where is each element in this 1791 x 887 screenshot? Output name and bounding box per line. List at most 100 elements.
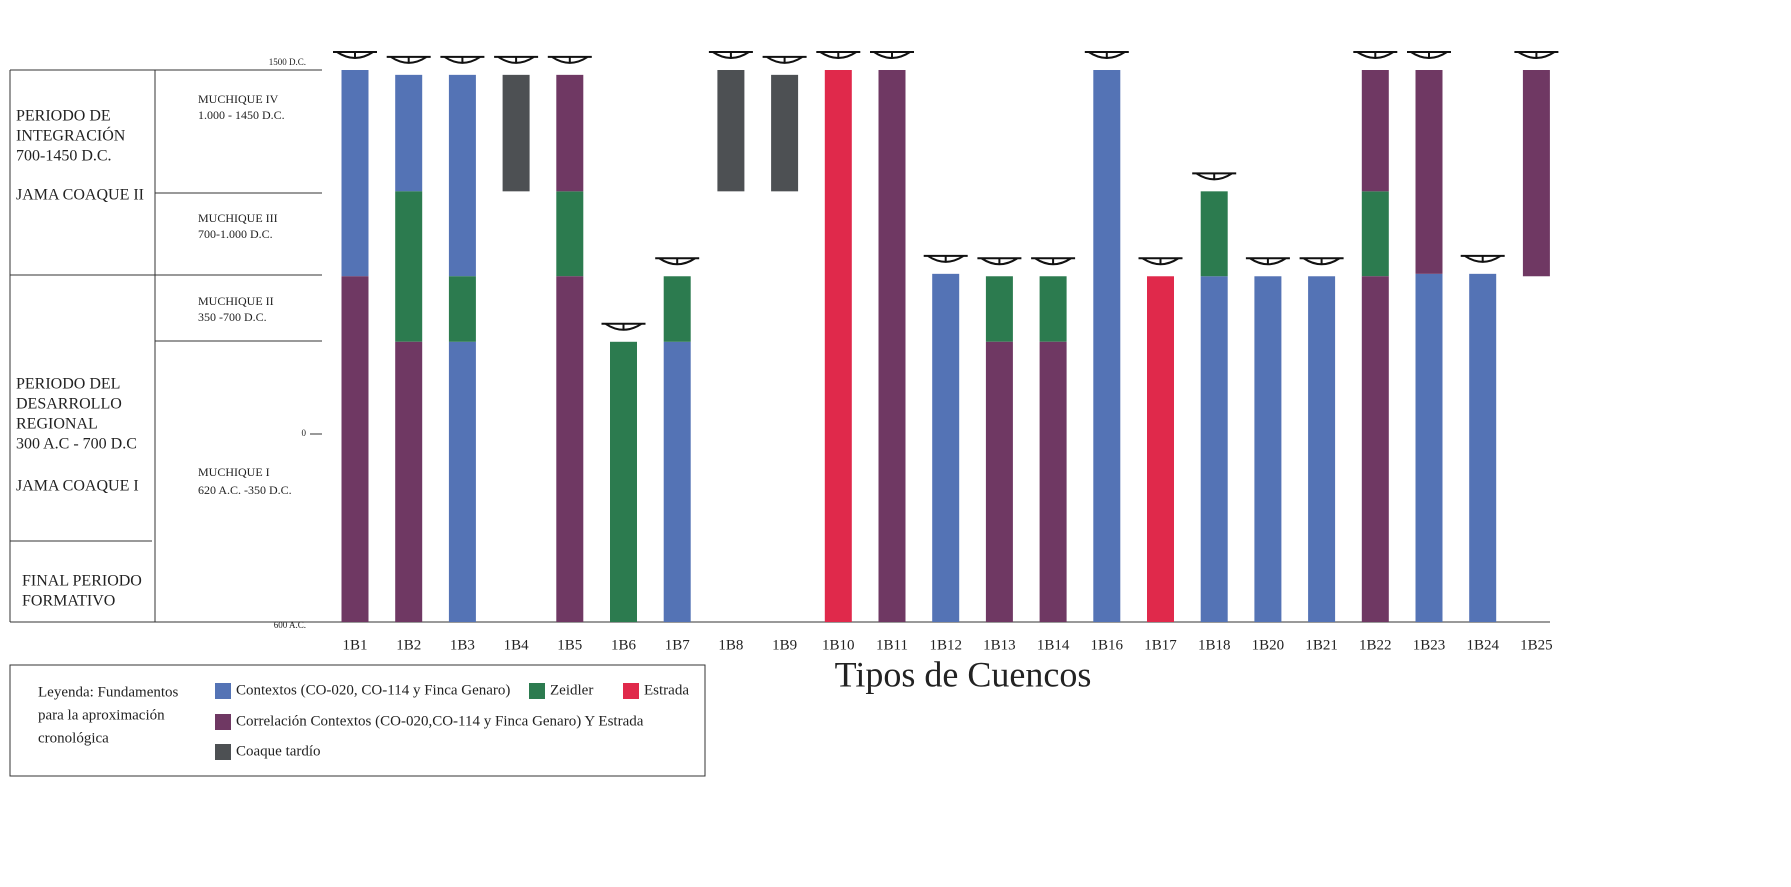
bowl-drawing — [1353, 51, 1398, 59]
bowl-drawing — [601, 322, 646, 331]
x-tick-label: 1B11 — [876, 637, 908, 653]
y-tick-label: 1500 D.C. — [269, 57, 306, 67]
bar-segment — [1415, 70, 1443, 274]
y-tick-label: 600 A.C. — [274, 620, 306, 630]
bowl-drawing — [708, 51, 753, 59]
bowl-drawing — [1031, 257, 1076, 266]
phase-label: 620 A.C. -350 D.C. — [198, 483, 292, 497]
x-tick-label: 1B4 — [504, 637, 530, 653]
phase-label: MUCHIQUE III — [198, 211, 278, 225]
period-label: INTEGRACIÓN — [16, 126, 126, 145]
period-label: 300 A.C - 700 D.C — [16, 436, 137, 453]
bar-segment — [1469, 273, 1497, 622]
bar-segment — [1522, 70, 1550, 277]
bowl-drawing — [333, 51, 377, 59]
legend-label: Coaque tardío — [236, 743, 321, 759]
x-tick-label: 1B17 — [1144, 637, 1177, 653]
y-tick-label: 0 — [302, 428, 307, 438]
bar-segment — [556, 276, 584, 622]
x-tick-label: 1B20 — [1252, 637, 1285, 653]
bar-segment — [448, 341, 476, 622]
bar-segment — [1039, 341, 1067, 622]
legend-label: Estrada — [644, 682, 689, 698]
x-tick-label: 1B1 — [342, 637, 367, 653]
bar-segment — [1254, 276, 1282, 622]
period-label: JAMA COAQUE I — [16, 478, 139, 495]
legend-title: Leyenda: Fundamentos — [38, 684, 179, 700]
period-label: REGIONAL — [16, 416, 98, 433]
bar-segment — [1308, 276, 1336, 622]
bar-segment — [395, 191, 423, 342]
bar-segment — [556, 191, 584, 277]
legend-title: cronológica — [38, 730, 109, 746]
bowl-drawing — [923, 254, 968, 263]
x-tick-label: 1B21 — [1305, 637, 1338, 653]
period-label: PERIODO DE — [16, 108, 111, 125]
bowl-drawing — [1245, 257, 1290, 266]
bar-segment — [663, 341, 691, 622]
bar-segment — [663, 276, 691, 342]
bowl-drawing — [386, 55, 431, 64]
legend-swatch — [215, 683, 231, 699]
bar-segment — [556, 74, 584, 192]
x-tick-label: 1B13 — [983, 637, 1016, 653]
x-tick-label: 1B2 — [396, 637, 421, 653]
bar-segment — [448, 74, 476, 277]
bowl-drawing — [440, 55, 485, 64]
bar-segment — [610, 341, 637, 622]
phase-label: MUCHIQUE II — [198, 294, 274, 308]
legend-swatch — [623, 683, 639, 699]
bar-segment — [771, 74, 799, 192]
bowl-drawing — [1407, 51, 1451, 59]
bowl-drawing — [1514, 51, 1559, 59]
x-tick-label: 1B3 — [450, 637, 475, 653]
legend-swatch — [529, 683, 545, 699]
bar-segment — [1361, 191, 1389, 277]
bowl-drawing — [1460, 254, 1505, 263]
bowl-drawing — [1192, 172, 1237, 181]
bowl-drawing — [655, 257, 700, 266]
x-axis-title: Tipos de Cuencos — [835, 654, 1092, 694]
phase-label: 700-1.000 D.C. — [198, 227, 273, 241]
x-tick-label: 1B22 — [1359, 637, 1392, 653]
period-label: PERIODO DEL — [16, 376, 120, 393]
x-tick-label: 1B24 — [1466, 637, 1499, 653]
bar-segment — [932, 273, 960, 622]
legend-swatch — [215, 714, 231, 730]
bowl-drawing — [762, 55, 807, 64]
x-tick-label: 1B14 — [1037, 637, 1070, 653]
bar-segment — [1093, 70, 1121, 622]
x-tick-label: 1B9 — [772, 637, 797, 653]
legend-swatch — [215, 744, 231, 760]
period-table — [9, 69, 1550, 623]
bar-segment — [985, 276, 1013, 342]
bowl-drawing — [1138, 257, 1183, 266]
bar-segment — [1200, 276, 1228, 622]
bowl-drawing — [870, 51, 914, 59]
bar-segment — [1415, 273, 1443, 622]
legend-label: Zeidler — [550, 682, 593, 698]
period-label: FORMATIVO — [22, 593, 115, 610]
bar-segment — [502, 74, 530, 192]
bar-segment — [395, 341, 423, 622]
bowl-drawing — [1299, 257, 1344, 266]
x-tick-label: 1B8 — [718, 637, 743, 653]
bar-segment — [341, 276, 369, 622]
bar-segment — [1361, 276, 1389, 622]
x-tick-label: 1B5 — [557, 637, 582, 653]
bowl-drawing — [494, 55, 539, 64]
bowl-drawing — [977, 257, 1022, 266]
period-label: 700-1450 D.C. — [16, 148, 112, 165]
bowl-drawing — [816, 51, 861, 59]
x-tick-label: 1B16 — [1091, 637, 1124, 653]
phase-label: MUCHIQUE I — [198, 465, 270, 479]
x-tick-label: 1B6 — [611, 637, 637, 653]
bar-segment — [1147, 276, 1174, 622]
bar-segment — [717, 70, 745, 192]
x-tick-label: 1B23 — [1413, 637, 1446, 653]
bar-segment — [395, 74, 423, 192]
bar-segment — [824, 70, 852, 622]
period-label: FINAL PERIODO — [22, 573, 142, 590]
legend-label: Correlación Contextos (CO-020,CO-114 y F… — [236, 713, 644, 729]
